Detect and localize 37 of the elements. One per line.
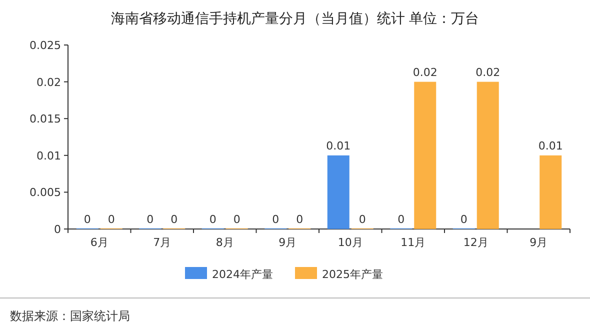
data-label: 0 <box>398 213 405 226</box>
data-label: 0 <box>272 213 280 226</box>
y-tick-label: 0.02 <box>36 76 61 89</box>
bar <box>540 155 562 229</box>
data-label: 0.01 <box>326 139 351 152</box>
data-label: 0 <box>358 213 366 226</box>
source-note: 数据来源：国家统计局 <box>10 309 130 323</box>
data-label: 0 <box>84 213 91 226</box>
data-label: 0.02 <box>412 66 438 79</box>
legend-label: 2025年产量 <box>322 268 383 281</box>
y-tick-label: 0 <box>54 223 61 236</box>
legend-label: 2024年产量 <box>212 268 273 281</box>
data-label: 0 <box>296 213 304 226</box>
bar <box>327 155 350 229</box>
y-tick-label: 0.025 <box>30 39 61 52</box>
x-tick-label: 9月 <box>530 236 548 249</box>
x-tick-label: 12月 <box>463 236 488 249</box>
y-tick-label: 0.015 <box>30 112 61 126</box>
data-label: 0 <box>170 213 178 226</box>
x-tick-label: 11月 <box>400 236 426 249</box>
data-label: 0 <box>146 213 154 226</box>
bar <box>476 82 499 229</box>
x-tick-label: 6月 <box>90 236 108 249</box>
bar <box>414 82 436 229</box>
x-tick-label: 7月 <box>153 236 172 249</box>
x-tick-label: 10月 <box>338 236 363 249</box>
data-label: 0 <box>209 213 216 226</box>
y-tick-label: 0.005 <box>30 186 61 200</box>
data-label: 0.01 <box>538 139 563 152</box>
x-tick-label: 9月 <box>278 236 297 249</box>
data-label: 0 <box>460 213 468 226</box>
data-label: 0 <box>233 213 240 226</box>
chart-title: 海南省移动通信手持机产量分月（当月值）统计 单位：万台 <box>110 11 480 27</box>
data-label: 0 <box>108 213 115 226</box>
x-tick-label: 8月 <box>216 236 234 249</box>
data-label: 0.02 <box>476 66 500 79</box>
y-tick-label: 0.01 <box>36 149 61 162</box>
